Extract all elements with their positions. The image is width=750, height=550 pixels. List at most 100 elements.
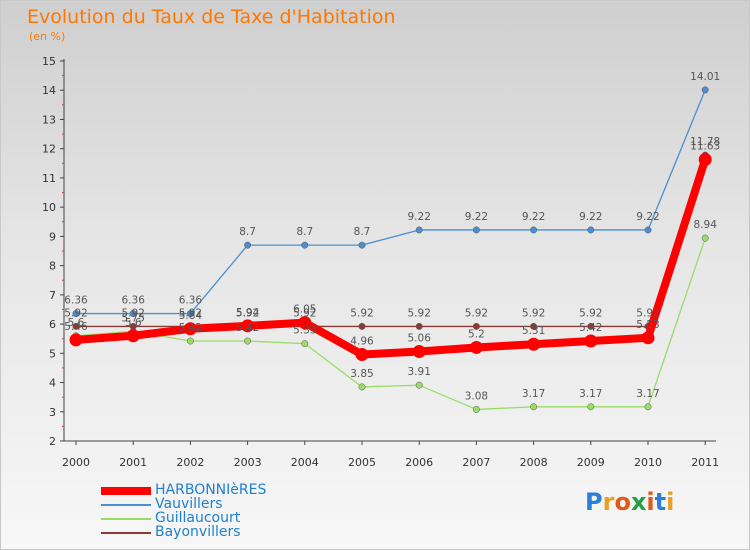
x-tick-label: 2011 xyxy=(691,456,719,469)
data-label: 5.42 xyxy=(579,322,602,334)
data-point xyxy=(527,337,541,351)
data-label: 5.75 xyxy=(122,312,145,324)
logo-letter: x xyxy=(630,488,647,516)
data-point xyxy=(241,319,255,333)
data-label: 9.22 xyxy=(408,211,431,223)
data-label: 3.08 xyxy=(465,390,488,402)
y-tick-label: 4 xyxy=(49,377,56,390)
data-point xyxy=(641,331,655,345)
data-label: 5.92 xyxy=(465,307,488,319)
y-tick-label: 7 xyxy=(49,289,56,302)
data-point xyxy=(301,340,309,348)
x-tick-label: 2001 xyxy=(119,456,147,469)
x-tick-label: 2009 xyxy=(577,456,605,469)
data-point xyxy=(587,226,595,234)
data-label: 5.53 xyxy=(636,319,659,331)
data-point xyxy=(69,333,83,347)
x-tick-label: 2000 xyxy=(62,456,90,469)
legend-label: Vauvillers xyxy=(155,496,223,512)
data-label: 5.92 xyxy=(122,307,145,319)
data-point xyxy=(126,329,140,343)
data-point xyxy=(469,340,483,354)
data-label: 3.91 xyxy=(408,366,431,378)
series-line-harbonnières xyxy=(72,155,710,359)
data-point xyxy=(244,241,252,249)
data-point xyxy=(644,403,652,411)
y-tick-label: 13 xyxy=(42,113,56,126)
logo-letter: t xyxy=(654,488,667,516)
data-label: 5.6 xyxy=(68,317,85,329)
y-tick-label: 5 xyxy=(49,347,56,360)
data-point xyxy=(298,316,312,330)
logo-letter: r xyxy=(602,488,615,516)
legend-swatch xyxy=(101,487,151,495)
data-label: 5.31 xyxy=(522,325,545,337)
data-point xyxy=(244,337,252,345)
data-label: 6.36 xyxy=(122,295,146,307)
data-point xyxy=(412,345,426,359)
data-point xyxy=(186,310,194,318)
data-point xyxy=(587,403,595,411)
x-tick-label: 2004 xyxy=(291,456,319,469)
data-point xyxy=(472,322,480,330)
y-tick-label: 14 xyxy=(42,84,56,97)
data-label: 9.22 xyxy=(579,211,602,223)
data-label: 5.92 xyxy=(293,307,316,319)
x-tick-label: 2008 xyxy=(520,456,548,469)
data-point xyxy=(698,153,712,167)
x-tick-label: 2010 xyxy=(634,456,662,469)
data-label: 5.92 xyxy=(350,307,373,319)
data-point xyxy=(701,234,709,242)
data-point xyxy=(358,383,366,391)
y-tick-label: 11 xyxy=(42,172,56,185)
data-label: 5.06 xyxy=(408,333,432,345)
data-point xyxy=(183,322,197,336)
data-label: 5.6 xyxy=(125,317,142,329)
data-point xyxy=(129,310,137,318)
logo-letter: i xyxy=(646,488,655,516)
chart-title: Evolution du Taux de Taxe d'Habitation xyxy=(27,6,396,28)
data-label: 3.17 xyxy=(636,388,659,400)
data-label: 5.92 xyxy=(64,307,87,319)
data-label: 6.36 xyxy=(64,295,88,307)
data-point xyxy=(358,322,366,330)
x-tick-label: 2003 xyxy=(234,456,262,469)
data-label: 3.17 xyxy=(579,388,602,400)
data-label: 8.7 xyxy=(354,226,371,238)
data-point xyxy=(72,310,80,318)
chart-subtitle: (en %) xyxy=(29,30,66,43)
data-label: 8.7 xyxy=(296,226,313,238)
data-label: 3.17 xyxy=(522,388,545,400)
data-label: 5.42 xyxy=(179,322,202,334)
data-point xyxy=(530,226,538,234)
data-point xyxy=(644,226,652,234)
legend-swatch xyxy=(101,504,151,506)
logo-letter: P xyxy=(585,488,603,516)
data-label: 5.92 xyxy=(636,307,659,319)
data-label: 9.22 xyxy=(636,211,659,223)
data-label: 14.01 xyxy=(690,71,720,83)
y-tick-label: 6 xyxy=(49,318,56,331)
data-label: 5.42 xyxy=(236,322,259,334)
data-label: 5.92 xyxy=(236,307,259,319)
data-point xyxy=(358,241,366,249)
data-label: 3.85 xyxy=(350,368,373,380)
data-point xyxy=(530,403,538,411)
y-tick-label: 8 xyxy=(49,260,56,273)
series-line-vauvillers xyxy=(75,89,706,315)
data-label: 5.94 xyxy=(236,307,260,319)
x-tick-label: 2005 xyxy=(348,456,376,469)
proxiti-logo: Proxiti xyxy=(585,488,674,516)
data-point xyxy=(472,405,480,413)
legend-label: Guillaucourt xyxy=(155,510,241,526)
logo-letter: i xyxy=(666,488,675,516)
y-tick-label: 15 xyxy=(42,55,56,68)
data-label: 9.22 xyxy=(465,211,488,223)
legend-label: HARBONNIèRES xyxy=(155,482,267,498)
data-label: 5.92 xyxy=(179,307,202,319)
logo-letter: o xyxy=(614,488,631,516)
data-point xyxy=(415,226,423,234)
y-tick-label: 9 xyxy=(49,230,56,243)
y-tick-label: 10 xyxy=(42,201,56,214)
